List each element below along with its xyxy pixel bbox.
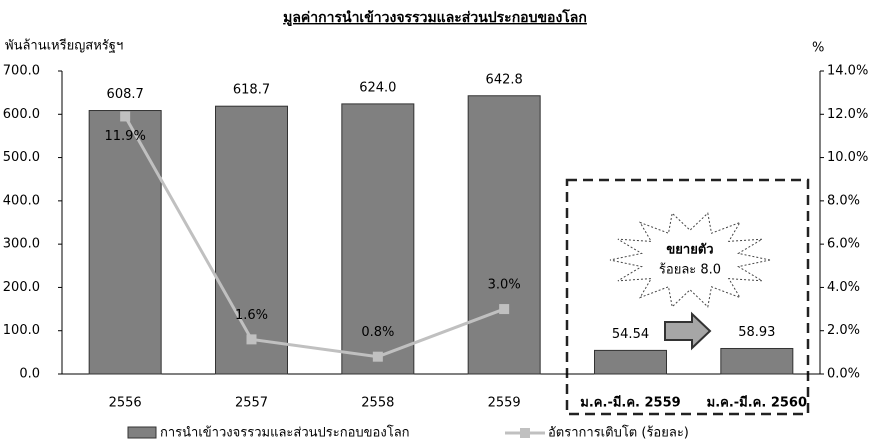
- y-tick-label: 400.0: [3, 193, 40, 208]
- legend-label: การนำเข้าวงจรรวมและส่วนประกอบของโลก: [160, 425, 410, 441]
- chart-title: มูลค่าการนำเข้าวงจรรวมและส่วนประกอบของโล…: [283, 8, 587, 26]
- y-axis-label: พันล้านเหรียญสหรัฐฯ: [5, 38, 123, 54]
- y-tick-label: 700.0: [3, 64, 40, 79]
- y2-tick-label: 8.0%: [827, 193, 860, 208]
- bar: [341, 103, 415, 375]
- highlight-box: [565, 178, 810, 416]
- y-tick-label: 300.0: [3, 237, 40, 252]
- y2-tick-label: 2.0%: [827, 323, 860, 338]
- starburst: [609, 212, 771, 308]
- data-label: 1.6%: [235, 308, 268, 323]
- x-tick-label: ม.ค.-มี.ค. 2560: [707, 395, 807, 411]
- data-label: 0.8%: [361, 325, 394, 340]
- legend-label: อัตราการเติบโต (ร้อยละ): [548, 425, 689, 441]
- x-tick-label: 2558: [361, 396, 394, 411]
- y-tick-label: 100.0: [3, 323, 40, 338]
- data-label: 618.7: [233, 83, 270, 98]
- y-tick-label: 0.0: [19, 367, 40, 382]
- line-marker: [372, 351, 383, 362]
- line-marker: [120, 111, 131, 122]
- data-label: 54.54: [612, 327, 649, 342]
- y-tick-label: 200.0: [3, 280, 40, 295]
- line-marker: [499, 304, 510, 315]
- data-label: 3.0%: [488, 278, 521, 293]
- bar: [467, 95, 541, 375]
- data-label: 11.9%: [105, 129, 146, 144]
- legend-marker: [520, 428, 530, 438]
- line: [123, 115, 505, 359]
- x-tick-label: ม.ค.-มี.ค. 2559: [580, 395, 680, 411]
- y2-tick-label: 12.0%: [827, 107, 868, 122]
- arrow: [664, 311, 712, 351]
- annotation: ร้อยละ 8.0: [659, 263, 721, 278]
- bar: [720, 347, 794, 375]
- y2-tick-label: 14.0%: [827, 64, 868, 79]
- line-marker: [246, 334, 257, 345]
- bar: [594, 349, 667, 375]
- data-label: 58.93: [738, 325, 775, 340]
- x-tick-label: 2556: [109, 396, 142, 411]
- y-tick-label: 500.0: [3, 150, 40, 165]
- y2-tick-label: 0.0%: [827, 367, 860, 382]
- bar: [215, 105, 288, 375]
- x-tick-label: 2557: [235, 396, 268, 411]
- y2-tick-label: 6.0%: [827, 237, 860, 252]
- y2-tick-label: 10.0%: [827, 150, 868, 165]
- y2-tick-label: 4.0%: [827, 280, 860, 295]
- data-label: 642.8: [486, 72, 523, 87]
- annotation: ขยายตัว: [666, 243, 713, 258]
- data-label: 624.0: [359, 80, 396, 95]
- y-tick-label: 600.0: [3, 107, 40, 122]
- bar: [88, 110, 162, 375]
- legend-swatch: [127, 426, 157, 439]
- data-label: 608.7: [107, 87, 144, 102]
- y2-axis-label: %: [812, 41, 824, 56]
- x-tick-label: 2559: [488, 396, 521, 411]
